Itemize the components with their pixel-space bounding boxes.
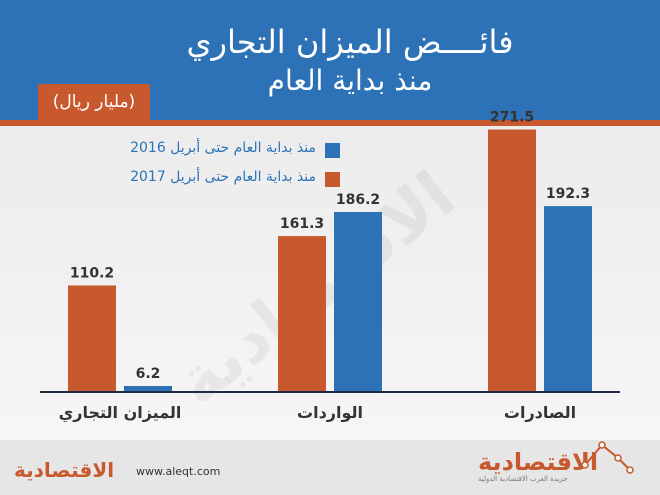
website-url: www.aleqt.com (136, 465, 221, 478)
data-label: 186.2 (336, 192, 380, 208)
unit-label: (مليار ريال) (38, 84, 150, 126)
footer-logo-small: الاقتصادية (14, 458, 115, 482)
category-label: الصادرات (504, 403, 576, 422)
category-label: الميزان التجاري (59, 403, 182, 423)
footer-logo-large: الاقتصادية (478, 448, 599, 476)
legend-item-2017: منذ بداية العام حتى أبريل 2017 (56, 169, 340, 187)
data-label: 192.3 (546, 186, 590, 202)
footer-bar (0, 440, 660, 495)
data-label: 110.2 (70, 265, 114, 281)
data-label: 271.5 (490, 110, 534, 126)
bar-2017-1 (278, 236, 326, 392)
bar-2017-2 (488, 129, 536, 393)
legend-swatch-2016 (325, 143, 340, 158)
chart-title: فائــــض الميزان التجاري (186, 23, 514, 61)
legend-label-2016: منذ بداية العام حتى أبريل 2016 (130, 140, 316, 156)
data-label: 161.3 (280, 216, 324, 232)
bar-2016-2 (544, 206, 592, 392)
banner-divider (0, 120, 660, 126)
category-label: الواردات (297, 403, 363, 422)
legend-item-2016: منذ بداية العام حتى أبريل 2016 (56, 140, 340, 158)
chart-subtitle: منذ بداية العام (267, 64, 433, 97)
data-label: 6.2 (136, 366, 161, 382)
legend-swatch-2017 (325, 172, 340, 187)
bar-2016-1 (334, 212, 382, 392)
bar-2016-0 (124, 386, 172, 392)
footer-tagline: جريدة العرب الاقتصادية الدولية (478, 475, 568, 483)
legend-label-2017: منذ بداية العام حتى أبريل 2017 (130, 169, 316, 185)
bar-2017-0 (68, 285, 116, 392)
